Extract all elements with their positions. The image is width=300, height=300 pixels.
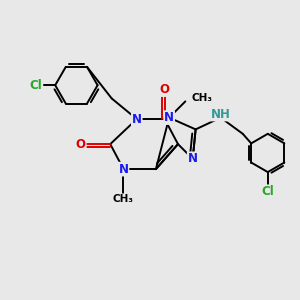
Text: Cl: Cl	[261, 185, 274, 198]
Text: N: N	[118, 163, 128, 176]
Text: CH₃: CH₃	[191, 94, 212, 103]
Text: N: N	[188, 152, 198, 165]
Text: N: N	[132, 112, 142, 126]
Text: CH₃: CH₃	[113, 194, 134, 204]
Text: O: O	[160, 83, 170, 96]
Text: N: N	[164, 111, 174, 124]
Text: NH: NH	[211, 108, 231, 121]
Text: Cl: Cl	[30, 79, 42, 92]
Text: O: O	[76, 138, 86, 151]
